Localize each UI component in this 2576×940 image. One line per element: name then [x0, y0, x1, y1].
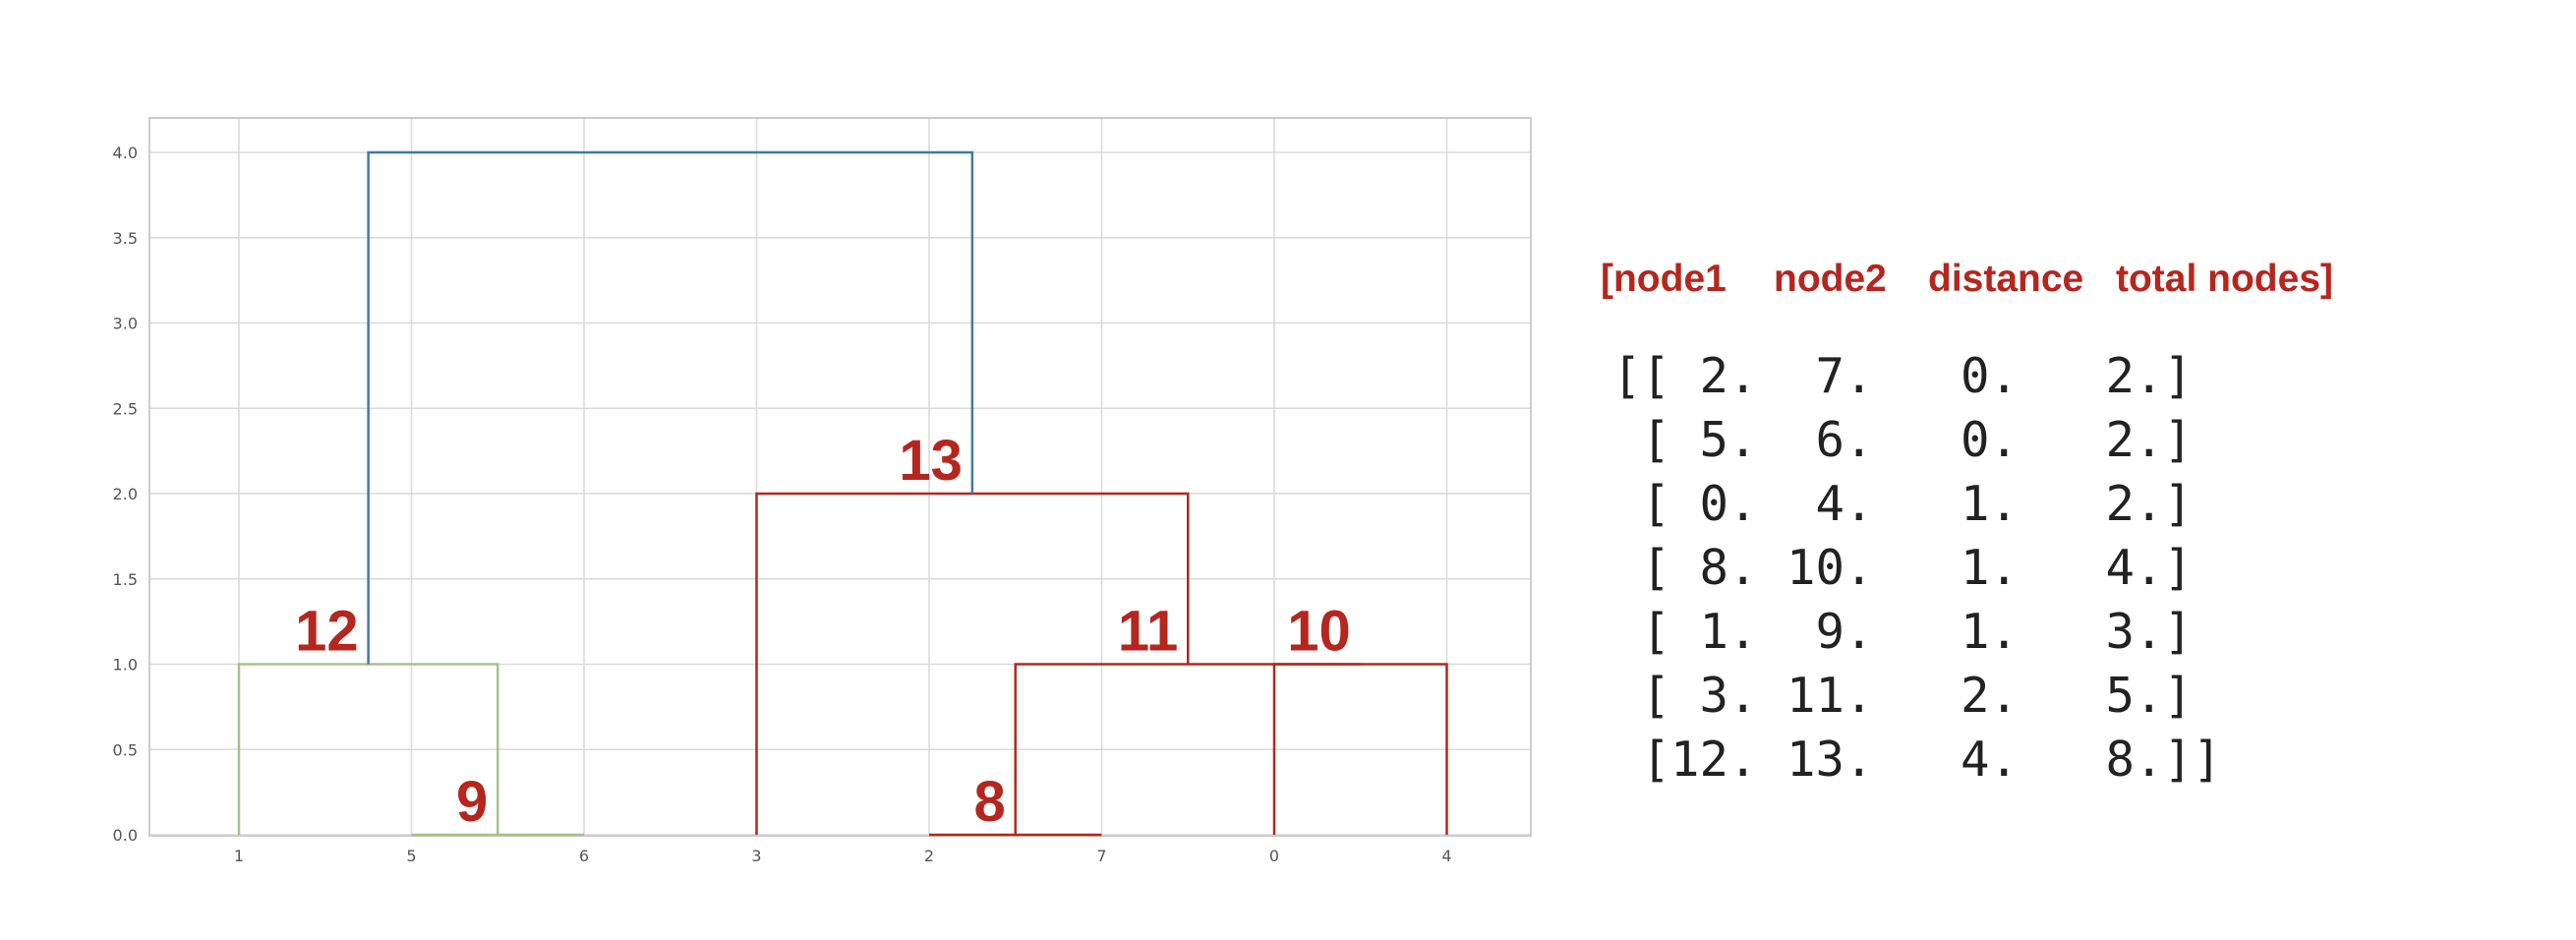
dendrogram-link: [367, 150, 974, 665]
header-node2: node2: [1774, 258, 1887, 300]
x-tick-label: 2: [924, 847, 934, 865]
y-tick-label: 4.0: [113, 144, 138, 162]
linkage-matrix: [[ 2. 7. 0. 2.] [ 5. 6. 0. 2.] [ 0. 4. 1…: [1612, 344, 2222, 792]
matrix-row: [ 0. 4. 1. 2.]: [1612, 476, 2194, 532]
plot-frame: [148, 117, 1532, 837]
matrix-row: [ 8. 10. 1. 4.]: [1612, 540, 2194, 596]
dendrogram-links: [237, 150, 1448, 837]
header-node1: [node1: [1601, 258, 1727, 300]
cluster-annotations: 8 9 10 11 12 13: [295, 429, 1351, 834]
header-total-nodes: total nodes]: [2116, 258, 2333, 300]
x-tick-label: 4: [1441, 847, 1451, 865]
matrix-row: [ 5. 6. 0. 2.]: [1612, 412, 2194, 468]
matrix-row: [12. 13. 4. 8.]]: [1612, 732, 2222, 788]
x-tick-label: 5: [406, 847, 416, 865]
cluster-id-label: 12: [295, 600, 359, 664]
x-tick-label: 7: [1096, 847, 1106, 865]
cluster-id-label: 13: [899, 429, 963, 493]
x-tick-label: 0: [1269, 847, 1279, 865]
y-tick-label: 1.5: [113, 570, 138, 589]
y-tick-label: 1.0: [113, 656, 138, 675]
y-tick-label: 3.0: [113, 315, 138, 333]
linkage-header: [node1 node2 distance total nodes]: [1601, 258, 2333, 474]
matrix-row: [[ 2. 7. 0. 2.]: [1612, 348, 2194, 404]
x-tick-label: 1: [234, 847, 244, 865]
y-tick-label: 2.0: [113, 485, 138, 503]
cluster-id-label: 10: [1287, 600, 1351, 664]
dendrogram-link: [1014, 663, 1361, 835]
grid: [149, 118, 1531, 836]
cluster-id-label: 11: [1118, 600, 1178, 664]
x-tick-label: 6: [579, 847, 589, 865]
axis-ticks: 0.0 0.5 1.0 1.5 2.0 2.5 3.0 3.5 4.0 1 5 6 3 2 7 0 4: [113, 144, 1452, 865]
x-tick-label: 3: [751, 847, 761, 865]
cluster-id-label: 9: [456, 770, 488, 834]
y-tick-label: 0.5: [113, 740, 138, 759]
y-tick-label: 2.5: [113, 399, 138, 418]
matrix-row: [ 3. 11. 2. 5.]: [1612, 668, 2194, 724]
header-distance: distance: [1928, 258, 2084, 300]
cluster-id-label: 8: [973, 770, 1005, 834]
y-tick-label: 3.5: [113, 229, 138, 248]
matrix-row: [ 1. 9. 1. 3.]: [1612, 604, 2194, 660]
y-tick-label: 0.0: [113, 826, 138, 845]
